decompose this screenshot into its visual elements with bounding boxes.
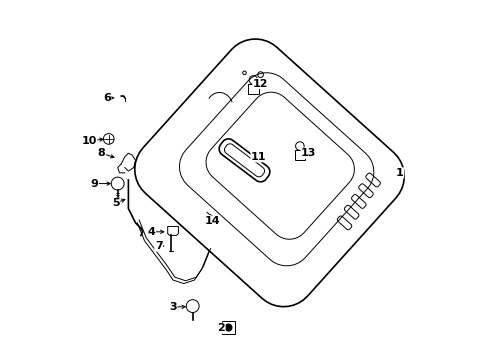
Text: 9: 9 — [90, 179, 98, 189]
Text: 3: 3 — [169, 302, 177, 312]
Text: 8: 8 — [98, 148, 105, 158]
Text: 14: 14 — [204, 216, 220, 226]
Circle shape — [224, 324, 231, 331]
Text: 10: 10 — [81, 136, 97, 146]
Text: 11: 11 — [250, 152, 266, 162]
Text: 7: 7 — [155, 241, 163, 251]
Text: 4: 4 — [147, 227, 155, 237]
Text: 6: 6 — [103, 93, 111, 103]
Text: 13: 13 — [301, 148, 316, 158]
Text: 5: 5 — [112, 198, 120, 208]
Text: 2: 2 — [217, 323, 224, 333]
Polygon shape — [247, 84, 258, 94]
Polygon shape — [167, 226, 178, 235]
Polygon shape — [294, 150, 305, 160]
Polygon shape — [222, 321, 234, 334]
Text: 12: 12 — [252, 78, 268, 89]
Text: 1: 1 — [395, 168, 403, 178]
